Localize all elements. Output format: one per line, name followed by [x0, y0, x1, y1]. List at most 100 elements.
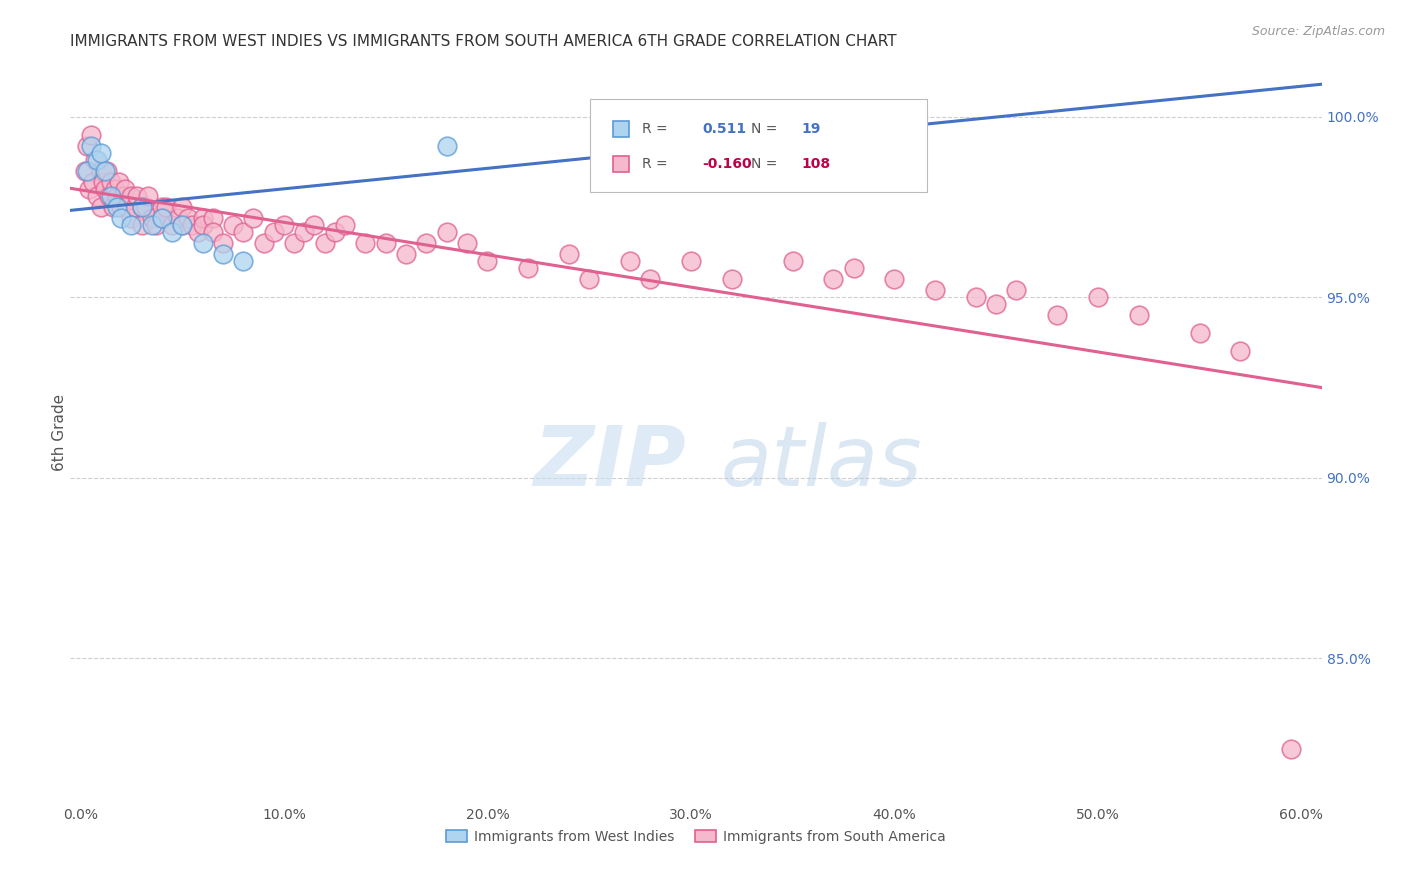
- Point: [374, 235, 396, 250]
- Text: IMMIGRANTS FROM WEST INDIES VS IMMIGRANTS FROM SOUTH AMERICA 6TH GRADE CORRELATI: IMMIGRANTS FROM WEST INDIES VS IMMIGRANT…: [70, 34, 897, 49]
- Point: [167, 211, 190, 225]
- Point: [323, 225, 346, 239]
- Text: 108: 108: [801, 157, 830, 171]
- Point: [212, 235, 235, 250]
- Point: [823, 272, 845, 286]
- Point: [191, 235, 214, 250]
- Point: [187, 225, 209, 239]
- Point: [82, 175, 104, 189]
- Point: [283, 235, 305, 250]
- Point: [94, 163, 117, 178]
- Point: [145, 218, 167, 232]
- Point: [333, 218, 356, 232]
- Point: [100, 189, 122, 203]
- Text: R =: R =: [643, 157, 672, 171]
- Point: [232, 225, 254, 239]
- Point: [131, 200, 153, 214]
- Point: [436, 225, 458, 239]
- Point: [720, 272, 742, 286]
- Point: [114, 182, 136, 196]
- Point: [232, 254, 254, 268]
- Point: [110, 211, 132, 225]
- Point: [150, 211, 173, 225]
- Text: R =: R =: [643, 122, 672, 136]
- Point: [415, 235, 437, 250]
- Point: [679, 254, 702, 268]
- Legend: Immigrants from West Indies, Immigrants from South America: Immigrants from West Indies, Immigrants …: [440, 824, 952, 849]
- Point: [120, 189, 142, 203]
- Point: [273, 218, 295, 232]
- Point: [77, 182, 100, 196]
- Point: [263, 225, 285, 239]
- Point: [436, 138, 458, 153]
- Point: [842, 261, 865, 276]
- Point: [90, 145, 112, 160]
- Text: -0.160: -0.160: [702, 157, 752, 171]
- Point: [79, 138, 101, 153]
- Point: [191, 218, 214, 232]
- Point: [79, 128, 101, 142]
- Point: [252, 235, 274, 250]
- Text: atlas: atlas: [721, 422, 922, 503]
- Point: [100, 175, 122, 189]
- Point: [172, 200, 194, 214]
- Point: [112, 189, 135, 203]
- Point: [354, 235, 377, 250]
- Point: [150, 200, 173, 214]
- Point: [120, 218, 142, 232]
- Point: [191, 211, 214, 225]
- Point: [108, 175, 131, 189]
- Text: N =: N =: [751, 157, 782, 171]
- Text: 0.511: 0.511: [702, 122, 747, 136]
- Point: [1128, 308, 1150, 322]
- Point: [222, 218, 245, 232]
- Point: [135, 200, 157, 214]
- Point: [578, 272, 600, 286]
- Point: [558, 247, 581, 261]
- Point: [619, 254, 641, 268]
- Point: [242, 211, 264, 225]
- Point: [1188, 326, 1211, 341]
- Point: [97, 189, 120, 203]
- Point: [86, 189, 108, 203]
- Point: [91, 175, 114, 189]
- Text: N =: N =: [751, 122, 782, 136]
- Text: Source: ZipAtlas.com: Source: ZipAtlas.com: [1251, 25, 1385, 38]
- Point: [1087, 290, 1109, 304]
- Point: [1229, 344, 1251, 359]
- Point: [201, 225, 224, 239]
- Point: [395, 247, 418, 261]
- Point: [131, 200, 153, 214]
- Point: [638, 272, 661, 286]
- Point: [110, 200, 132, 214]
- Point: [965, 290, 987, 304]
- Point: [141, 211, 163, 225]
- Point: [150, 211, 173, 225]
- Point: [924, 283, 946, 297]
- Point: [160, 225, 183, 239]
- Point: [1046, 308, 1069, 322]
- Point: [96, 163, 118, 178]
- Point: [104, 182, 127, 196]
- Point: [86, 153, 108, 167]
- Point: [136, 189, 159, 203]
- Point: [131, 218, 153, 232]
- Point: [883, 272, 905, 286]
- Point: [124, 200, 146, 214]
- Point: [160, 218, 183, 232]
- Point: [105, 200, 128, 214]
- Point: [212, 247, 235, 261]
- Point: [155, 200, 177, 214]
- Point: [292, 225, 315, 239]
- Text: ZIP: ZIP: [533, 422, 686, 503]
- Y-axis label: 6th Grade: 6th Grade: [52, 394, 66, 471]
- Point: [181, 218, 204, 232]
- Point: [90, 163, 112, 178]
- Point: [456, 235, 478, 250]
- Point: [741, 103, 763, 117]
- Point: [477, 254, 499, 268]
- Text: 19: 19: [801, 122, 821, 136]
- Point: [73, 163, 96, 178]
- Point: [76, 138, 98, 153]
- Point: [1279, 741, 1302, 756]
